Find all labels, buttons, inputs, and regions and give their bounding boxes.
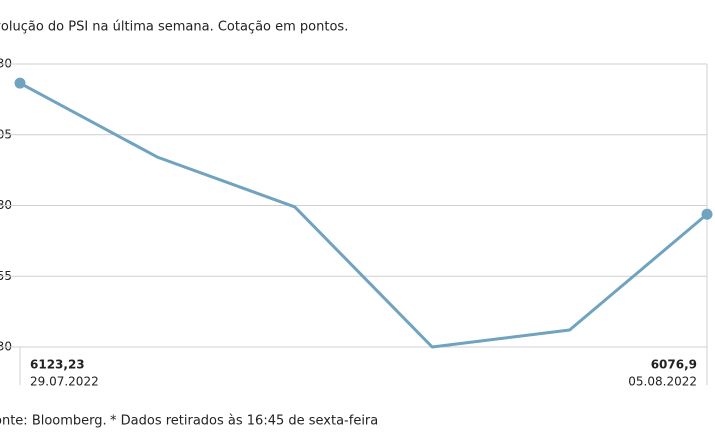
line [19, 81, 708, 349]
point [701, 208, 713, 220]
source: Fonte: Bloomberg. [0, 414, 107, 429]
x-tick-label: 05.08.2022 [628, 375, 697, 389]
x-tick-label: 29.07.2022 [30, 375, 99, 389]
note: * Dados retirados às 16:45 de sexta-feir… [110, 414, 378, 429]
point [14, 77, 26, 89]
value-label: 6123,23 [30, 358, 85, 372]
chart-title: Evolução do PSI na última semana. Cotaçã… [0, 20, 348, 35]
value-label: 6076,9 [651, 358, 697, 372]
